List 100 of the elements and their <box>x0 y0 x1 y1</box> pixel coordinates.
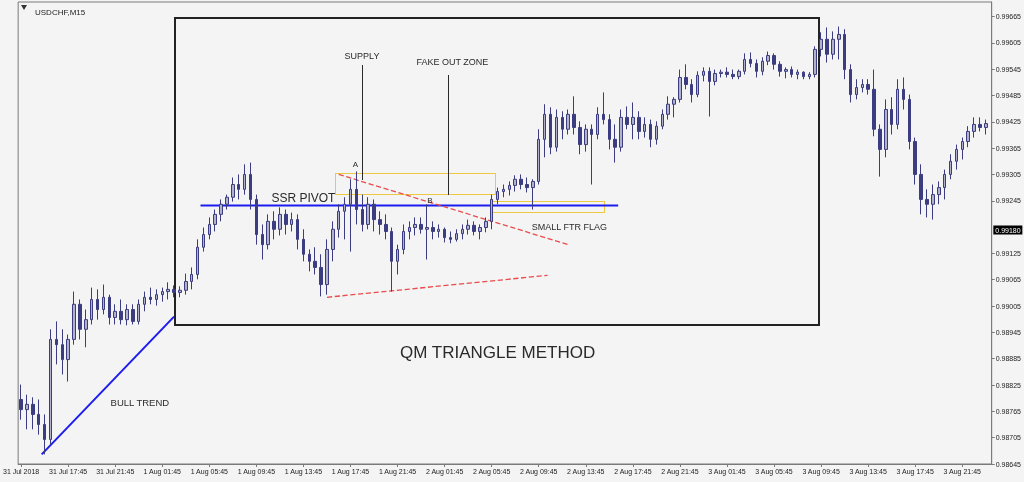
candlestick <box>713 69 717 86</box>
candlestick <box>31 396 35 430</box>
candlestick <box>790 66 793 78</box>
candlestick <box>113 303 117 325</box>
annotation: B <box>427 195 433 205</box>
candlestick <box>472 220 476 236</box>
candlestick <box>596 106 599 140</box>
candlestick <box>243 163 246 196</box>
candlestick <box>690 78 693 103</box>
candlestick <box>531 178 535 211</box>
candlestick <box>702 66 705 82</box>
candlestick <box>513 174 517 193</box>
candlestick <box>366 196 370 230</box>
candlestick <box>866 78 870 96</box>
candlestick <box>249 162 252 211</box>
candlestick <box>49 328 52 446</box>
candlestick <box>390 227 393 293</box>
candlestick <box>802 70 805 80</box>
candlestick <box>37 399 40 436</box>
candlestick <box>561 110 564 140</box>
candlestick <box>19 384 23 421</box>
candlestick <box>525 177 529 193</box>
candlestick <box>284 209 288 236</box>
candlestick <box>431 220 435 240</box>
candlestick <box>372 198 376 232</box>
candlestick <box>102 284 105 315</box>
candlestick <box>772 52 776 71</box>
candlestick <box>378 210 382 236</box>
candlestick <box>443 227 446 243</box>
candlestick <box>949 153 952 180</box>
candlestick <box>25 394 29 430</box>
candlestick <box>108 294 111 325</box>
candlestick <box>61 328 64 375</box>
candlestick <box>449 230 452 244</box>
candlestick <box>896 78 899 130</box>
candlestick <box>261 223 264 261</box>
candlestick <box>719 69 723 78</box>
candlestick <box>666 95 670 121</box>
candlestick <box>590 123 593 186</box>
candlestick <box>413 216 417 236</box>
candlestick <box>825 26 829 64</box>
candlestick <box>778 60 782 78</box>
candlestick <box>172 284 176 298</box>
candlestick <box>419 216 423 235</box>
candlestick <box>913 137 917 186</box>
candlestick <box>502 184 505 198</box>
candlestick <box>637 110 641 140</box>
candlestick <box>55 320 58 365</box>
candlestick <box>331 220 335 262</box>
annotation: FAKE OUT ZONE <box>416 56 489 67</box>
candlestick <box>225 194 229 211</box>
candlestick <box>766 51 770 66</box>
candlestick <box>313 246 317 275</box>
candlestick <box>161 287 164 303</box>
candlestick <box>66 334 70 383</box>
candlestick <box>131 303 135 325</box>
candlestick <box>861 78 864 93</box>
candlestick <box>584 123 588 153</box>
candlestick <box>149 287 152 305</box>
annotation: BULL TREND <box>110 397 170 409</box>
candlestick <box>231 177 235 203</box>
candlestick <box>737 69 741 80</box>
candlestick <box>537 128 540 186</box>
candlestick <box>808 71 811 80</box>
candlestick <box>749 51 752 68</box>
candlestick <box>78 298 82 340</box>
candlestick <box>731 69 735 80</box>
candlestick <box>555 108 558 153</box>
candlestick <box>755 58 758 78</box>
candlestick <box>966 125 970 148</box>
candlestick <box>872 69 876 137</box>
candlestick <box>266 213 270 250</box>
candlestick <box>84 309 88 348</box>
candlestick <box>743 52 746 75</box>
candlestick <box>490 194 493 230</box>
candlestick <box>672 96 676 118</box>
candlestick <box>208 216 211 240</box>
candlestick <box>925 188 929 218</box>
candlestick <box>631 101 635 140</box>
candlestick <box>119 298 123 325</box>
candlestick <box>572 95 576 135</box>
candlestick <box>955 144 958 171</box>
candlestick <box>478 223 482 240</box>
candlestick <box>202 227 205 253</box>
text: USDCHF,M15 <box>35 7 86 17</box>
candlestick <box>143 291 146 312</box>
candlestick <box>708 66 711 118</box>
candlestick <box>831 30 835 60</box>
candlestick <box>90 287 93 325</box>
candlestick <box>837 26 841 60</box>
candlestick <box>972 116 976 139</box>
candlestick <box>219 198 223 222</box>
candlestick <box>649 119 652 148</box>
candlestick <box>349 178 352 253</box>
candlestick <box>937 180 941 205</box>
candlestick <box>343 196 346 240</box>
candlestick <box>155 288 158 307</box>
candlestick <box>125 303 129 326</box>
candlestick <box>908 94 911 150</box>
candlestick <box>213 209 217 232</box>
